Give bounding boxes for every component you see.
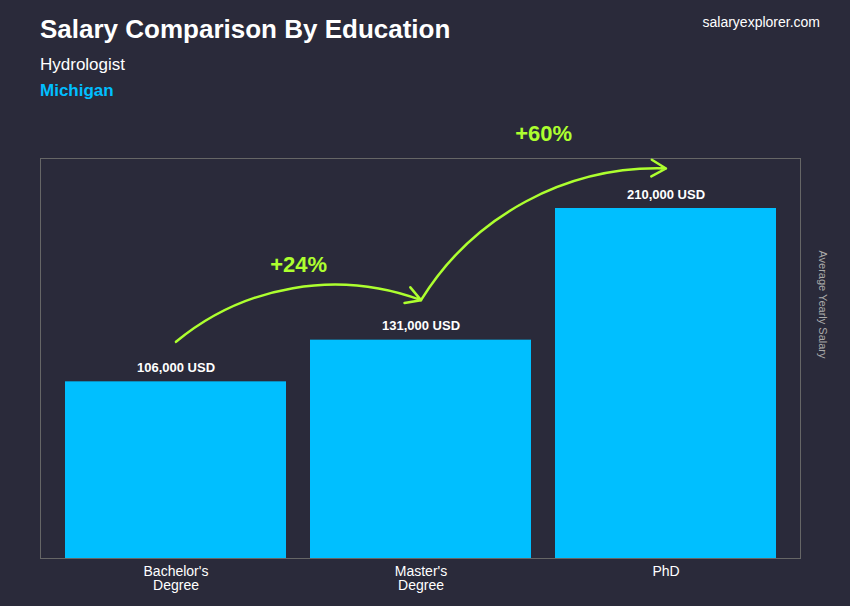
svg-text:Bachelor'sDegree: Bachelor'sDegree <box>144 563 209 593</box>
html-text:salaryexplorer.com: salaryexplorer.com <box>702 14 820 30</box>
svg-text:+60%: +60% <box>515 121 572 146</box>
svg-text:131,000 USD: 131,000 USD <box>382 318 460 333</box>
svg-text:Average Yearly Salary: Average Yearly Salary <box>817 250 829 359</box>
svg-text:Master'sDegree: Master'sDegree <box>395 563 447 593</box>
html-text:Salary Comparison By Education: Salary Comparison By Education <box>40 14 451 44</box>
svg-text:PhD: PhD <box>652 563 679 579</box>
html-text:Michigan: Michigan <box>40 81 114 100</box>
svg-text:+24%: +24% <box>270 252 327 277</box>
svg-text:106,000 USD: 106,000 USD <box>137 360 215 375</box>
svg-text:210,000 USD: 210,000 USD <box>627 187 705 202</box>
html-text:Hydrologist: Hydrologist <box>40 55 125 74</box>
